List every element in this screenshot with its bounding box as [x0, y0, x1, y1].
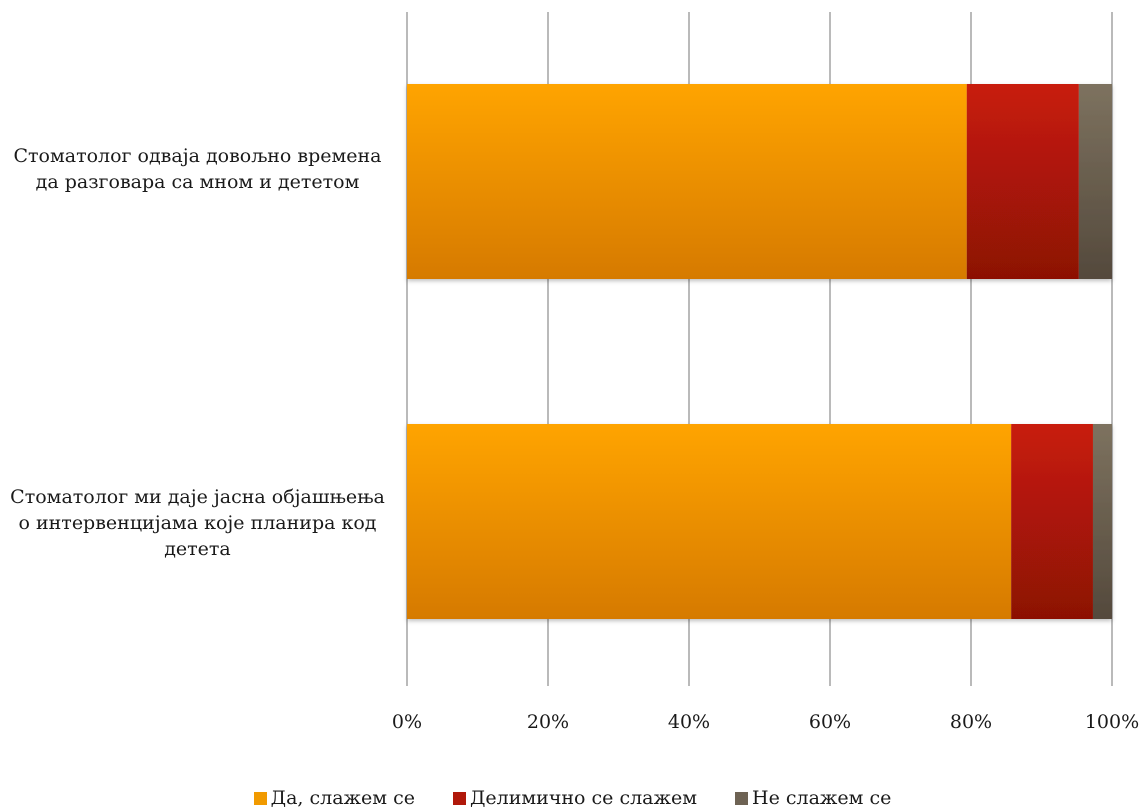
legend-item-disagree: Не слажем се: [735, 787, 891, 809]
legend-item-agree: Да, слажем се: [253, 787, 415, 809]
legend-label-partial: Делимично се слажем: [469, 787, 698, 809]
x-tick-label-4: 80%: [950, 711, 992, 733]
legend: Да, слажем се Делимично се слажем Не сла…: [0, 787, 1145, 809]
category-label-1: Стоматолог одваја довољно времена да раз…: [13, 145, 382, 193]
bar-group-2: [407, 424, 1112, 619]
legend-label-agree: Да, слажем се: [270, 787, 415, 809]
bar-group-1: [407, 84, 1112, 279]
category-label-2: Стоматолог ми даје јасна објашњења о инт…: [10, 486, 385, 560]
bar-partial-2: [1011, 424, 1093, 619]
legend-swatch-agree: [253, 791, 267, 805]
x-tick-label-3: 60%: [809, 711, 851, 733]
legend-swatch-partial: [452, 791, 466, 805]
bar-disagree-2: [1092, 424, 1112, 619]
legend-item-partial: Делимично се слажем: [452, 787, 698, 809]
x-tick-label-5: 100%: [1085, 711, 1139, 733]
bar-partial-1: [966, 84, 1079, 279]
x-tick-label-1: 20%: [527, 711, 569, 733]
legend-label-disagree: Не слажем се: [752, 787, 892, 809]
legend-swatch-disagree: [735, 791, 749, 805]
bar-disagree-1: [1078, 84, 1112, 279]
bar-agree-1: [407, 84, 967, 279]
bar-agree-2: [407, 424, 1012, 619]
x-tick-label-0: 0%: [392, 711, 422, 733]
x-tick-label-2: 40%: [668, 711, 710, 733]
